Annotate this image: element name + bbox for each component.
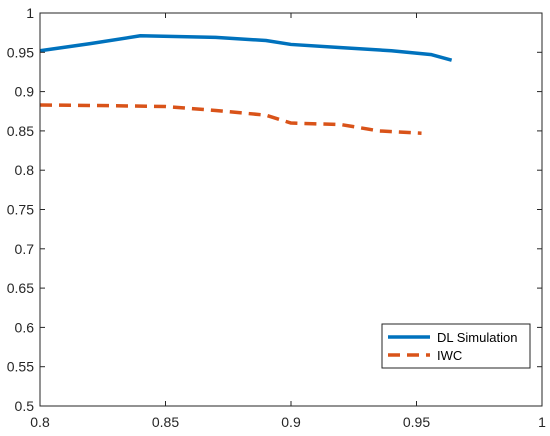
y-tick-label: 0.85 xyxy=(7,123,34,139)
legend-label-1: IWC xyxy=(437,348,462,363)
y-tick-label: 0.5 xyxy=(15,398,35,414)
x-tick-label: 1 xyxy=(538,414,546,430)
x-tick-label: 0.95 xyxy=(403,414,430,430)
legend-label-0: DL Simulation xyxy=(437,330,517,345)
y-tick-label: 0.55 xyxy=(7,359,34,375)
x-tick-label: 0.85 xyxy=(152,414,179,430)
y-tick-label: 0.6 xyxy=(15,319,35,335)
y-tick-label: 0.95 xyxy=(7,44,34,60)
y-tick-label: 0.8 xyxy=(15,162,35,178)
y-tick-label: 1 xyxy=(26,5,34,21)
y-tick-label: 0.9 xyxy=(15,84,35,100)
y-tick-label: 0.65 xyxy=(7,280,34,296)
x-tick-label: 0.8 xyxy=(30,414,50,430)
y-tick-label: 0.7 xyxy=(15,241,35,257)
y-tick-label: 0.75 xyxy=(7,202,34,218)
legend: DL Simulation IWC xyxy=(382,324,530,368)
x-tick-label: 0.9 xyxy=(281,414,301,430)
